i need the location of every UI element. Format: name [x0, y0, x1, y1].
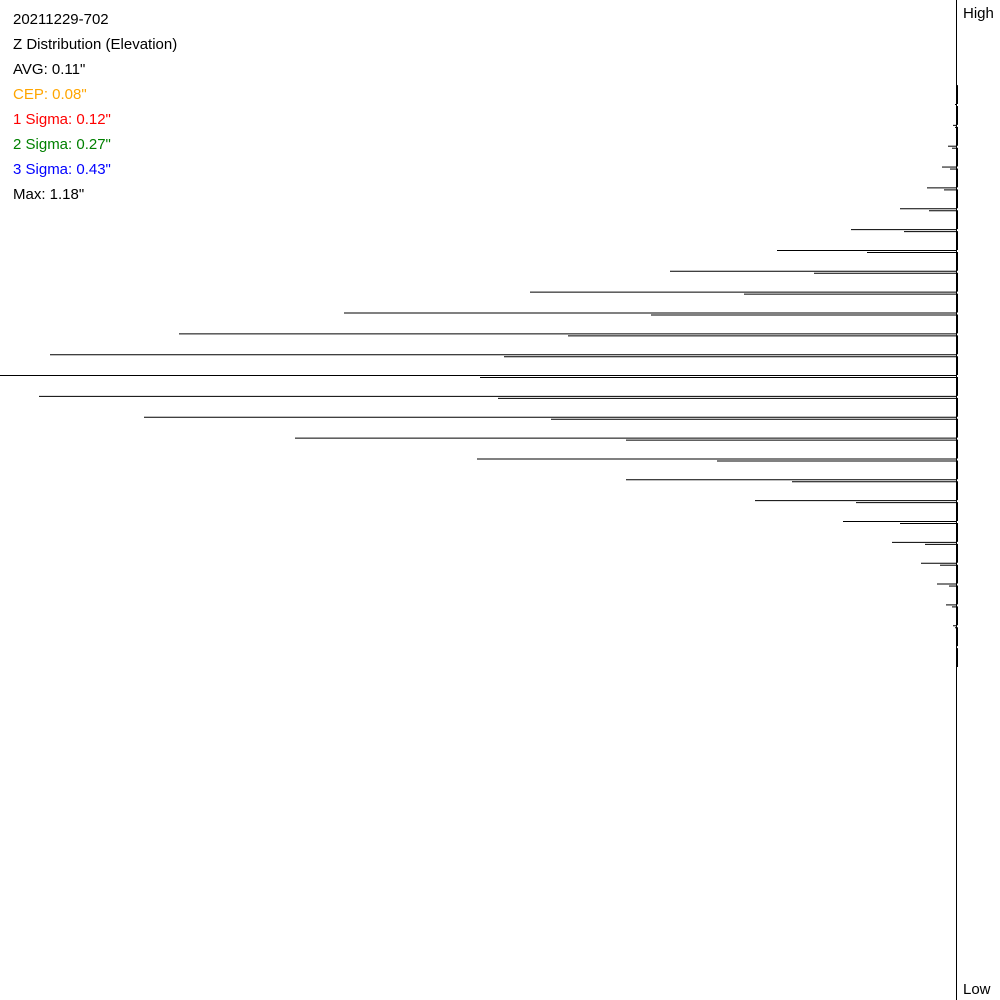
axis-bottom-label: Low — [963, 981, 991, 998]
stat-label: AVG: 0.11" — [13, 61, 85, 78]
stat-label: Max: 1.18" — [13, 186, 84, 203]
stat-label: 2 Sigma: 0.27" — [13, 136, 111, 153]
stat-label: 1 Sigma: 0.12" — [13, 111, 111, 128]
axis-top-label: High — [963, 5, 994, 22]
stat-label: 3 Sigma: 0.43" — [13, 161, 111, 178]
chart-subtitle: Z Distribution (Elevation) — [13, 36, 177, 53]
stat-label: CEP: 0.08" — [13, 86, 87, 103]
chart-title: 20211229-702 — [13, 11, 109, 28]
